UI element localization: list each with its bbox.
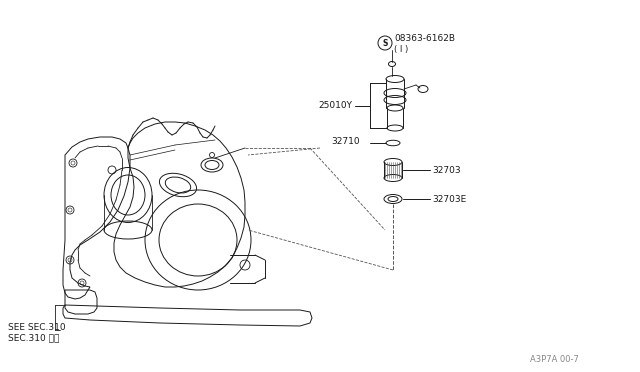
Text: 08363-6162B: 08363-6162B <box>394 33 455 42</box>
Text: S: S <box>382 39 388 48</box>
Text: 25010Y: 25010Y <box>318 101 352 110</box>
Text: ( I ): ( I ) <box>394 45 408 54</box>
Text: 32703: 32703 <box>432 166 461 174</box>
Text: 32710: 32710 <box>332 137 360 145</box>
Text: A3P7A 00-7: A3P7A 00-7 <box>530 356 579 365</box>
Text: SEC.310 参照: SEC.310 参照 <box>8 334 60 343</box>
Text: SEE SEC.310: SEE SEC.310 <box>8 323 66 331</box>
Text: 32703E: 32703E <box>432 195 467 203</box>
